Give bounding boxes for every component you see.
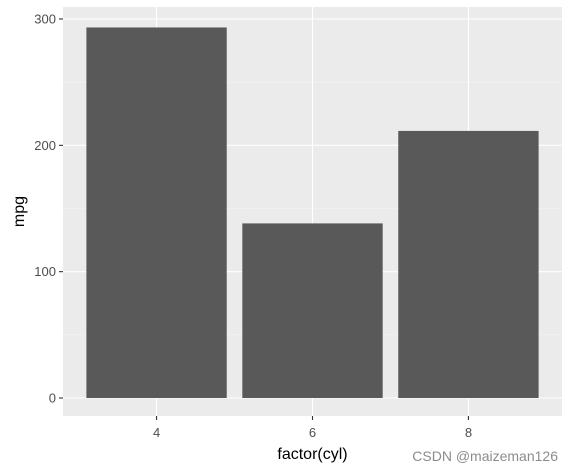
y-tick-label: 0 (49, 391, 56, 406)
bars (86, 27, 539, 399)
bar-8 (398, 130, 539, 398)
y-axis-title: mpg (11, 196, 28, 227)
x-tick-label: 6 (309, 425, 316, 440)
x-axis-title: factor(cyl) (277, 446, 347, 463)
bar-4 (86, 27, 227, 399)
x-axis: 4 6 8 (153, 416, 472, 440)
y-tick-label: 300 (34, 12, 56, 27)
x-tick-label: 8 (465, 425, 472, 440)
y-tick-label: 200 (34, 138, 56, 153)
watermark-text: CSDN @maizeman126 (412, 448, 558, 464)
y-tick-label: 100 (34, 264, 56, 279)
bar-6 (242, 223, 383, 398)
y-axis: 0 100 200 300 (34, 12, 63, 406)
x-tick-label: 4 (153, 425, 160, 440)
